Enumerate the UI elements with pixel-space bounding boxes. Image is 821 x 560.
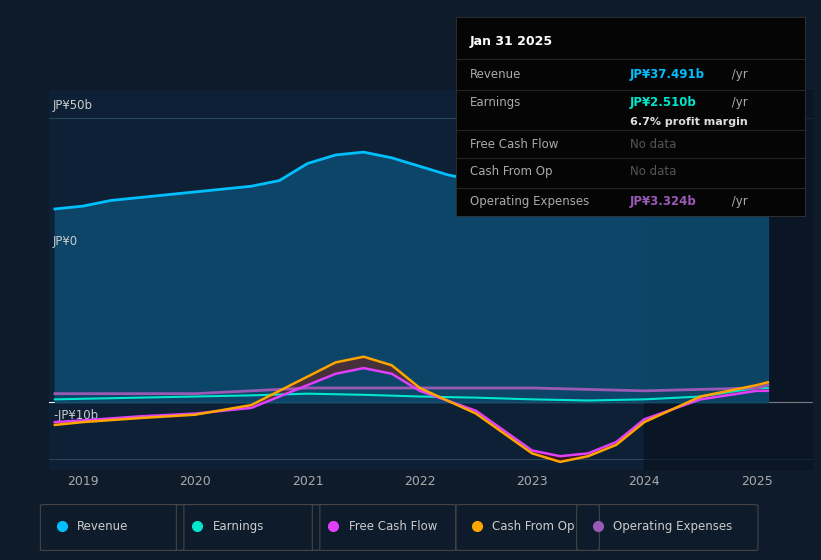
Text: Operating Expenses: Operating Expenses (470, 195, 589, 208)
Text: /yr: /yr (728, 195, 748, 208)
Text: 6.7% profit margin: 6.7% profit margin (631, 117, 748, 127)
Text: Free Cash Flow: Free Cash Flow (470, 138, 558, 151)
Text: -JP¥10b: -JP¥10b (53, 409, 99, 422)
Bar (644, 90, 813, 470)
Text: Revenue: Revenue (76, 520, 128, 533)
Text: Revenue: Revenue (470, 68, 521, 81)
Text: Cash From Op: Cash From Op (470, 165, 552, 179)
Text: Earnings: Earnings (470, 96, 521, 109)
Text: JP¥2.510b: JP¥2.510b (631, 96, 697, 109)
Text: No data: No data (631, 138, 677, 151)
Text: Free Cash Flow: Free Cash Flow (349, 520, 437, 533)
Text: Cash From Op: Cash From Op (492, 520, 575, 533)
Text: /yr: /yr (728, 96, 748, 109)
Text: /yr: /yr (728, 68, 748, 81)
Text: JP¥50b: JP¥50b (53, 99, 93, 112)
Text: Operating Expenses: Operating Expenses (613, 520, 732, 533)
Text: JP¥37.491b: JP¥37.491b (631, 68, 705, 81)
Text: Jan 31 2025: Jan 31 2025 (470, 35, 553, 48)
Text: No data: No data (631, 165, 677, 179)
Text: JP¥3.324b: JP¥3.324b (631, 195, 697, 208)
Text: JP¥0: JP¥0 (53, 235, 78, 249)
Text: Earnings: Earnings (213, 520, 264, 533)
